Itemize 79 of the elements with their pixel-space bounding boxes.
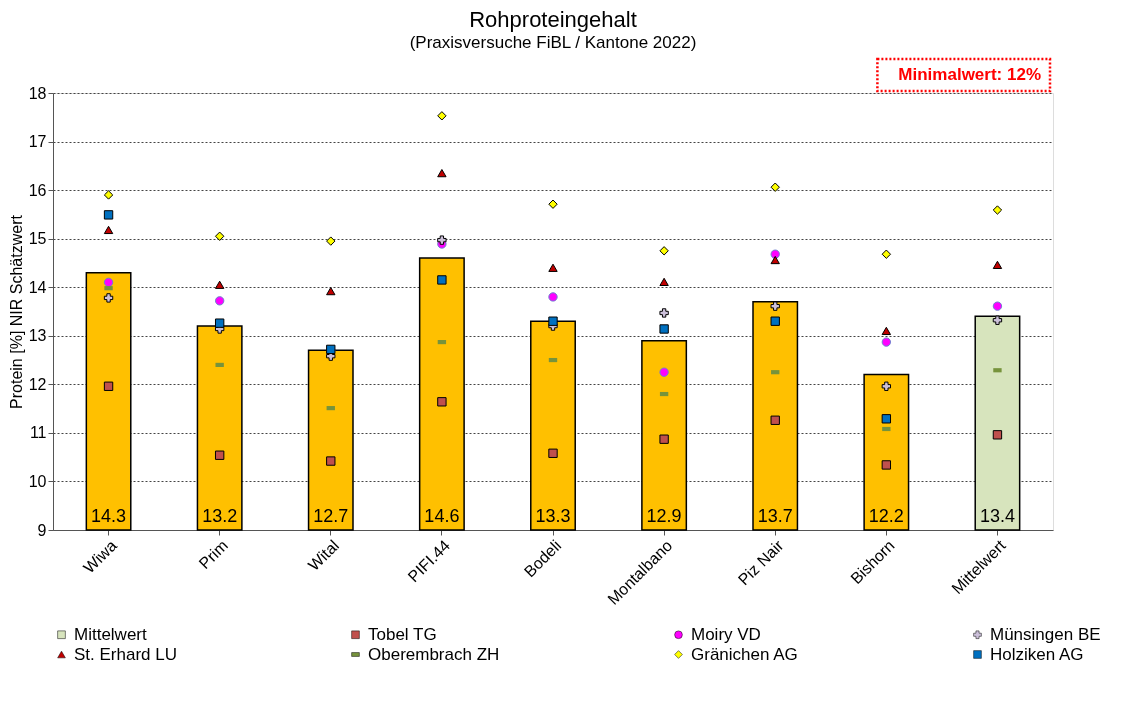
point	[770, 301, 780, 311]
point	[992, 301, 1003, 311]
y-tick-label: 12	[28, 375, 47, 393]
point	[103, 190, 114, 200]
point	[103, 277, 114, 288]
point	[214, 296, 225, 306]
data-label: 13.4	[979, 506, 1015, 526]
y-axis-title: Protein [%] NIR Schätzwert	[7, 214, 25, 409]
point	[326, 286, 336, 296]
point	[326, 456, 336, 466]
point	[881, 381, 892, 391]
point	[437, 168, 447, 178]
point	[659, 324, 669, 334]
point	[992, 260, 1003, 270]
point	[770, 255, 780, 265]
legend-label: St. Erhard LU	[74, 644, 177, 664]
point	[770, 316, 780, 326]
legend-label: Holziken AG	[990, 644, 1084, 664]
point	[992, 315, 1003, 325]
data-label: 14.3	[91, 506, 127, 526]
point	[881, 326, 892, 336]
point	[659, 434, 669, 444]
data-label: 12.2	[868, 506, 904, 526]
point	[881, 414, 892, 424]
point	[548, 316, 558, 326]
legend-label: Gränichen AG	[691, 644, 798, 664]
point	[326, 236, 336, 246]
y-tick-label: 16	[28, 181, 47, 199]
point	[437, 235, 447, 245]
text: Minimalwert: 12%	[898, 65, 1041, 84]
legend-label: Mittelwert	[74, 624, 148, 644]
data-label: 14.6	[424, 506, 460, 526]
legend-label: Moiry VD	[691, 624, 761, 644]
y-tick-label: 14	[28, 278, 47, 296]
point	[659, 308, 669, 318]
point	[992, 205, 1003, 215]
point	[437, 397, 447, 407]
data-label: 13.3	[535, 506, 571, 526]
y-tick-label: 10	[28, 472, 47, 490]
chart-title: Rohproteingehalt	[469, 6, 637, 32]
x-tick-label: Prim	[195, 536, 231, 573]
point	[103, 381, 114, 391]
point	[214, 231, 225, 241]
point	[770, 415, 780, 425]
point	[548, 448, 558, 458]
y-tick-label: 11	[29, 424, 47, 442]
y-tick-label: 17	[28, 133, 47, 151]
y-tick-label: 9	[37, 521, 47, 539]
point	[881, 249, 892, 259]
point	[992, 430, 1003, 440]
point	[103, 210, 114, 220]
point	[214, 280, 225, 289]
legend-label: Tobel TG	[368, 624, 437, 644]
y-tick-label: 18	[28, 84, 47, 102]
data-label: 12.7	[313, 506, 349, 526]
point	[881, 337, 892, 347]
y-tick-label: 13	[28, 327, 47, 345]
point	[770, 182, 780, 192]
point	[214, 318, 225, 328]
point	[659, 246, 669, 256]
data-label: 13.2	[202, 506, 238, 526]
point	[659, 277, 669, 286]
point	[437, 275, 447, 285]
data-label: 13.7	[757, 506, 793, 526]
data-label: 12.9	[646, 506, 682, 526]
point	[548, 292, 558, 302]
point	[437, 111, 447, 121]
point	[548, 199, 558, 209]
point	[103, 293, 114, 303]
y-tick-label: 15	[28, 230, 47, 248]
point	[881, 460, 892, 470]
point	[103, 225, 114, 235]
point	[548, 263, 558, 272]
point	[659, 367, 669, 377]
legend-label: Oberembrach ZH	[368, 644, 500, 664]
legend-label: Münsingen BE	[990, 624, 1101, 644]
x-tick-label: Piz Nair	[734, 536, 788, 589]
chart-subtitle: (Praxisversuche FiBL / Kantone 2022)	[409, 32, 697, 52]
point	[214, 450, 225, 460]
